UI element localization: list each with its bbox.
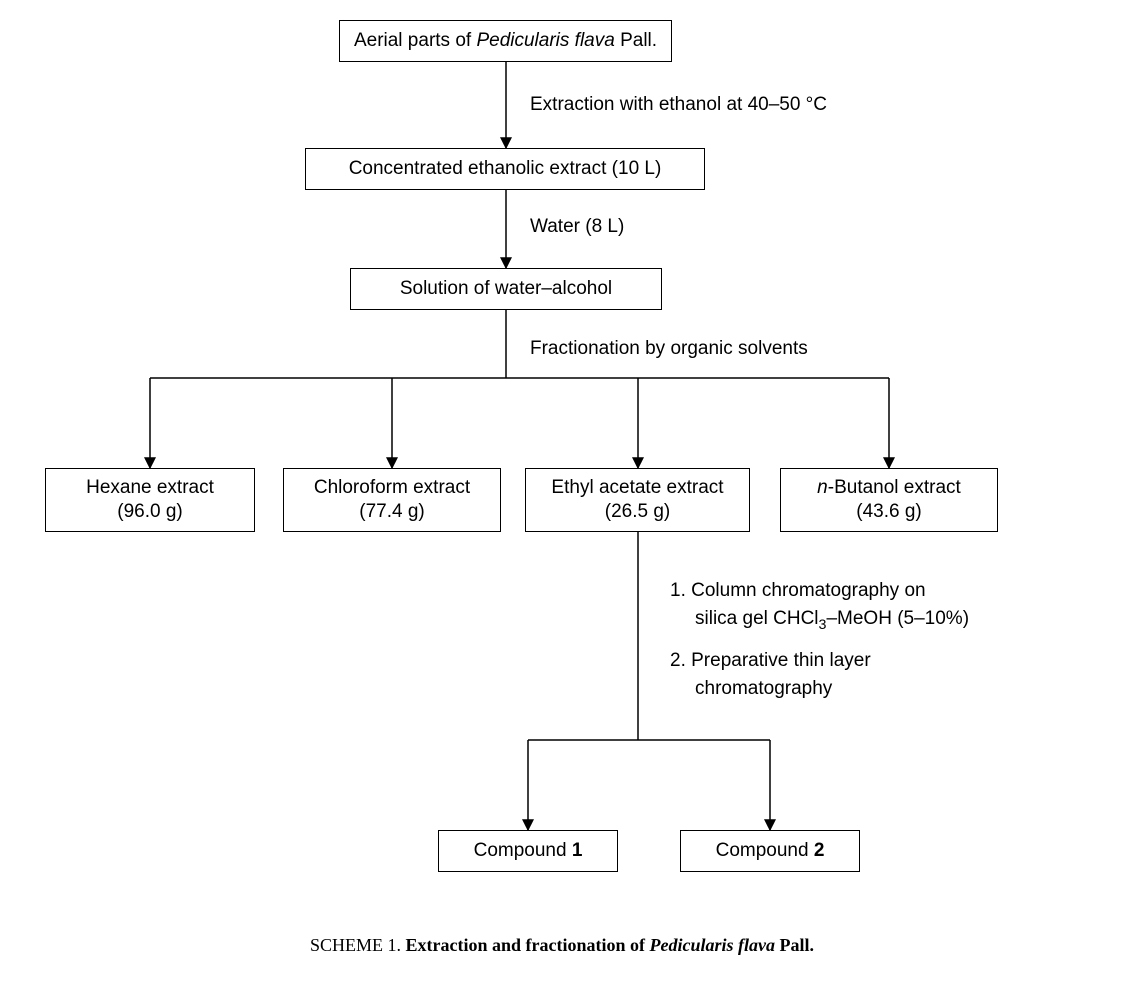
text-italic: n (817, 477, 828, 498)
node-text: Solution of water–alcohol (400, 277, 612, 301)
node-hexane-extract: Hexane extract (96.0 g) (45, 468, 255, 532)
node-aerial-parts: Aerial parts of Pedicularis flava Pall. (339, 20, 672, 62)
node-ethyl-acetate-extract: Ethyl acetate extract (26.5 g) (525, 468, 750, 532)
node-text: (26.5 g) (605, 500, 670, 524)
node-text: Aerial parts of Pedicularis flava Pall. (354, 29, 657, 53)
node-text: (77.4 g) (359, 500, 424, 524)
node-text: Compound 2 (716, 839, 825, 863)
edge-label-fractionation: Fractionation by organic solvents (530, 338, 808, 360)
scheme-caption: SCHEME 1. Extraction and fractionation o… (0, 935, 1124, 956)
caption-text: Extraction and fractionation of Pedicula… (406, 935, 814, 955)
node-compound-2: Compound 2 (680, 830, 860, 872)
edge-label-extraction: Extraction with ethanol at 40–50 °C (530, 94, 827, 116)
node-text: (43.6 g) (856, 500, 921, 524)
text: Aerial parts of (354, 30, 477, 51)
text: –MeOH (5–10%) (826, 608, 969, 629)
text: Compound (716, 840, 814, 861)
text: Compound (474, 840, 572, 861)
node-text: Concentrated ethanolic extract (10 L) (349, 157, 662, 181)
node-text: Compound 1 (474, 839, 583, 863)
node-chloroform-extract: Chloroform extract (77.4 g) (283, 468, 501, 532)
text: -Butanol extract (828, 477, 961, 498)
node-text: Ethyl acetate extract (551, 476, 723, 500)
text: Pall. (615, 30, 657, 51)
node-solution-water-alcohol: Solution of water–alcohol (350, 268, 662, 310)
node-compound-1: Compound 1 (438, 830, 618, 872)
text-italic: Pedicularis flava (476, 30, 614, 51)
edge-label-water: Water (8 L) (530, 216, 624, 238)
node-text: n-Butanol extract (817, 476, 961, 500)
node-text: Chloroform extract (314, 476, 470, 500)
node-text: (96.0 g) (117, 500, 182, 524)
node-concentrated-extract: Concentrated ethanolic extract (10 L) (305, 148, 705, 190)
caption-label: SCHEME 1. (310, 935, 406, 955)
text: silica gel CHCl (695, 608, 819, 629)
text-bold: 2 (814, 840, 825, 861)
edge-label-step1-line2: silica gel CHCl3–MeOH (5–10%) (695, 608, 969, 633)
text-bold: 1 (572, 840, 583, 861)
edge-label-step1-line1: 1. Column chromatography on (670, 580, 926, 602)
edge-label-step2-line2: chromatography (695, 678, 832, 700)
node-text: Hexane extract (86, 476, 214, 500)
flowchart-canvas: Aerial parts of Pedicularis flava Pall. … (0, 0, 1124, 996)
node-n-butanol-extract: n-Butanol extract (43.6 g) (780, 468, 998, 532)
edge-label-step2-line1: 2. Preparative thin layer (670, 650, 871, 672)
